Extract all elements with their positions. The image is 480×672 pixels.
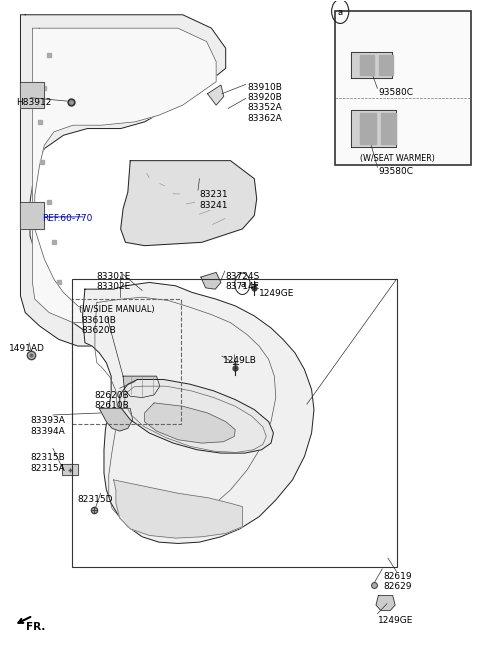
Polygon shape [207,85,224,105]
Polygon shape [360,114,376,144]
Polygon shape [62,464,78,475]
Polygon shape [144,403,235,443]
Text: 1491AD: 1491AD [9,344,45,353]
Polygon shape [99,409,132,431]
Polygon shape [351,52,392,79]
Text: FR.: FR. [26,622,46,632]
Text: 83393A
83394A: 83393A 83394A [30,417,65,435]
Polygon shape [83,282,314,544]
Text: (W/SIDE MANUAL): (W/SIDE MANUAL) [79,305,155,314]
Text: 82315B
82315A: 82315B 82315A [30,453,65,472]
Text: 83352A
83362A: 83352A 83362A [247,103,282,122]
Polygon shape [123,376,160,398]
Text: 83610B
83620B: 83610B 83620B [82,316,117,335]
Polygon shape [114,480,242,538]
Polygon shape [120,380,274,453]
Polygon shape [379,55,393,75]
Polygon shape [33,28,216,323]
Text: a: a [337,7,343,17]
Text: 1249GE: 1249GE [259,289,294,298]
Text: REF.60-770: REF.60-770 [42,214,92,223]
Polygon shape [120,161,257,246]
Polygon shape [201,272,221,289]
Polygon shape [376,595,395,610]
Text: 83231
83241: 83231 83241 [199,190,228,210]
FancyBboxPatch shape [336,11,471,165]
Text: 82619
82629: 82619 82629 [383,572,412,591]
Text: 82620B
82610B: 82620B 82610B [95,391,129,411]
Text: 83910B
83920B: 83910B 83920B [247,83,282,102]
Text: a: a [240,280,245,289]
Polygon shape [381,114,396,144]
Polygon shape [21,202,44,229]
Text: 82315D: 82315D [78,495,113,504]
Text: (W/SEAT WARMER): (W/SEAT WARMER) [360,154,435,163]
Text: 93580C: 93580C [378,167,413,176]
Text: H83912: H83912 [16,98,51,108]
Polygon shape [360,55,374,75]
Text: 83301E
83302E: 83301E 83302E [97,271,131,291]
Polygon shape [21,82,44,108]
Polygon shape [21,15,226,346]
Text: 93580C: 93580C [378,89,413,97]
Text: 1249LB: 1249LB [223,356,257,365]
Text: 1249GE: 1249GE [378,616,414,625]
Text: 83724S
83714F: 83724S 83714F [226,271,260,291]
Polygon shape [351,110,396,147]
